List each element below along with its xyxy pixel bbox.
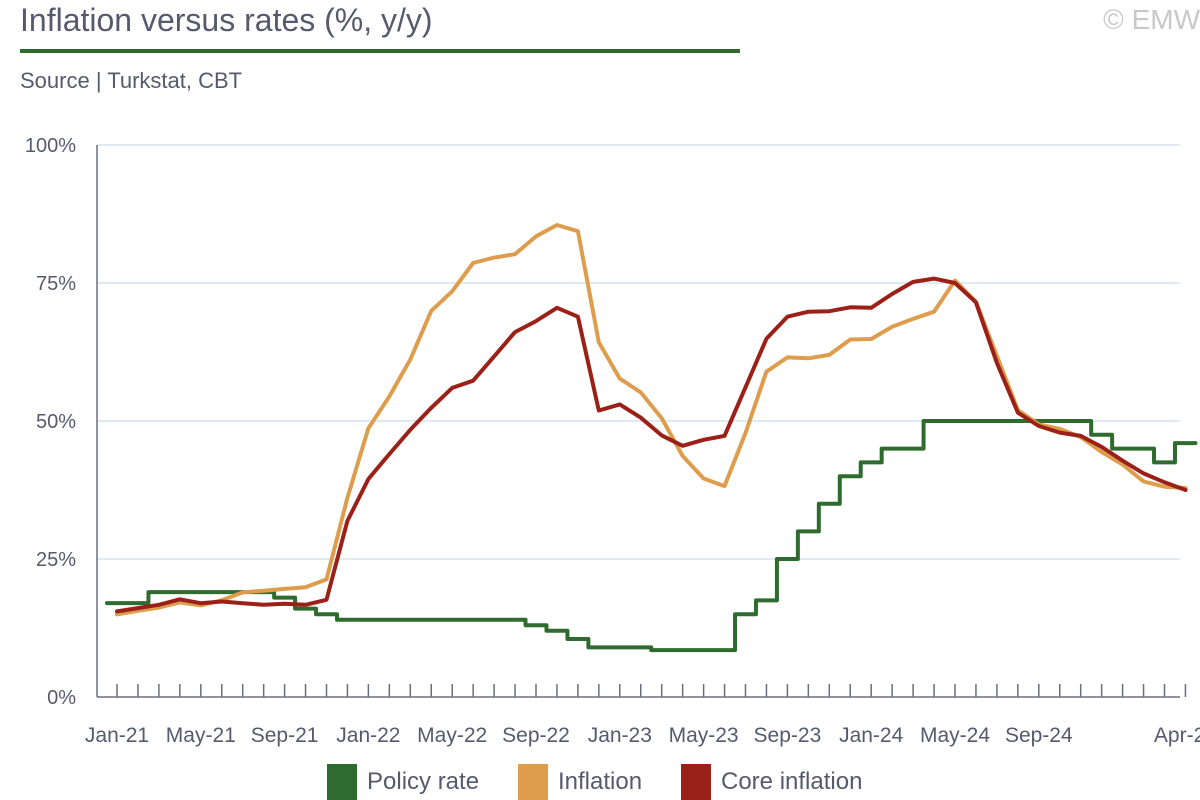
legend-item-core-inflation: Core inflation xyxy=(681,764,862,800)
y-tick-label: 50% xyxy=(36,411,76,433)
x-tick-label: Jan-23 xyxy=(588,724,652,747)
x-tick-label: May-24 xyxy=(920,724,990,747)
y-tick-label: 0% xyxy=(47,687,76,709)
x-tick-label: Sep-23 xyxy=(754,724,822,747)
legend-item-policy-rate: Policy rate xyxy=(327,764,479,800)
legend-swatch-policy-rate xyxy=(327,764,357,800)
y-tick-label: 75% xyxy=(36,273,76,295)
x-tick-label: May-23 xyxy=(669,724,739,747)
chart-title: Inflation versus rates (%, y/y) xyxy=(20,2,433,38)
legend-label-inflation: Inflation xyxy=(558,768,643,795)
copyright-watermark: © EMW xyxy=(1103,4,1200,35)
legend-swatch-inflation xyxy=(518,764,548,800)
x-tick-label: May-22 xyxy=(417,724,487,747)
chart-subtitle: Source | Turkstat, CBT xyxy=(20,68,243,93)
y-tick-label: 25% xyxy=(36,549,76,571)
x-tick-label: Sep-21 xyxy=(251,724,319,747)
x-tick-label: May-21 xyxy=(166,724,236,747)
x-tick-label: Jan-21 xyxy=(85,724,149,747)
policy-rate-line xyxy=(105,419,1198,653)
line-chart: 0% 25% 50% 75% 100% Jan-21 May-21 Sep-21 Jan-22 M… xyxy=(25,135,1200,747)
chart-legend: Policy rate Inflation Core inflation xyxy=(0,764,1200,800)
y-tick-label: 100% xyxy=(25,135,76,157)
x-tick-label: Sep-24 xyxy=(1005,724,1073,747)
legend-label-core-inflation: Core inflation xyxy=(721,768,863,795)
x-tick-label: Jan-24 xyxy=(839,724,904,747)
title-underline xyxy=(20,49,740,53)
legend-swatch-core-inflation xyxy=(681,764,711,800)
legend-label-policy-rate: Policy rate xyxy=(367,768,480,795)
x-tick-label: Jan-22 xyxy=(336,724,400,747)
legend-item-inflation: Inflation xyxy=(518,764,642,800)
core-inflation-line xyxy=(115,276,1188,614)
x-tick-label: Apr-25 xyxy=(1154,724,1200,747)
x-tick-label: Sep-22 xyxy=(502,724,570,747)
